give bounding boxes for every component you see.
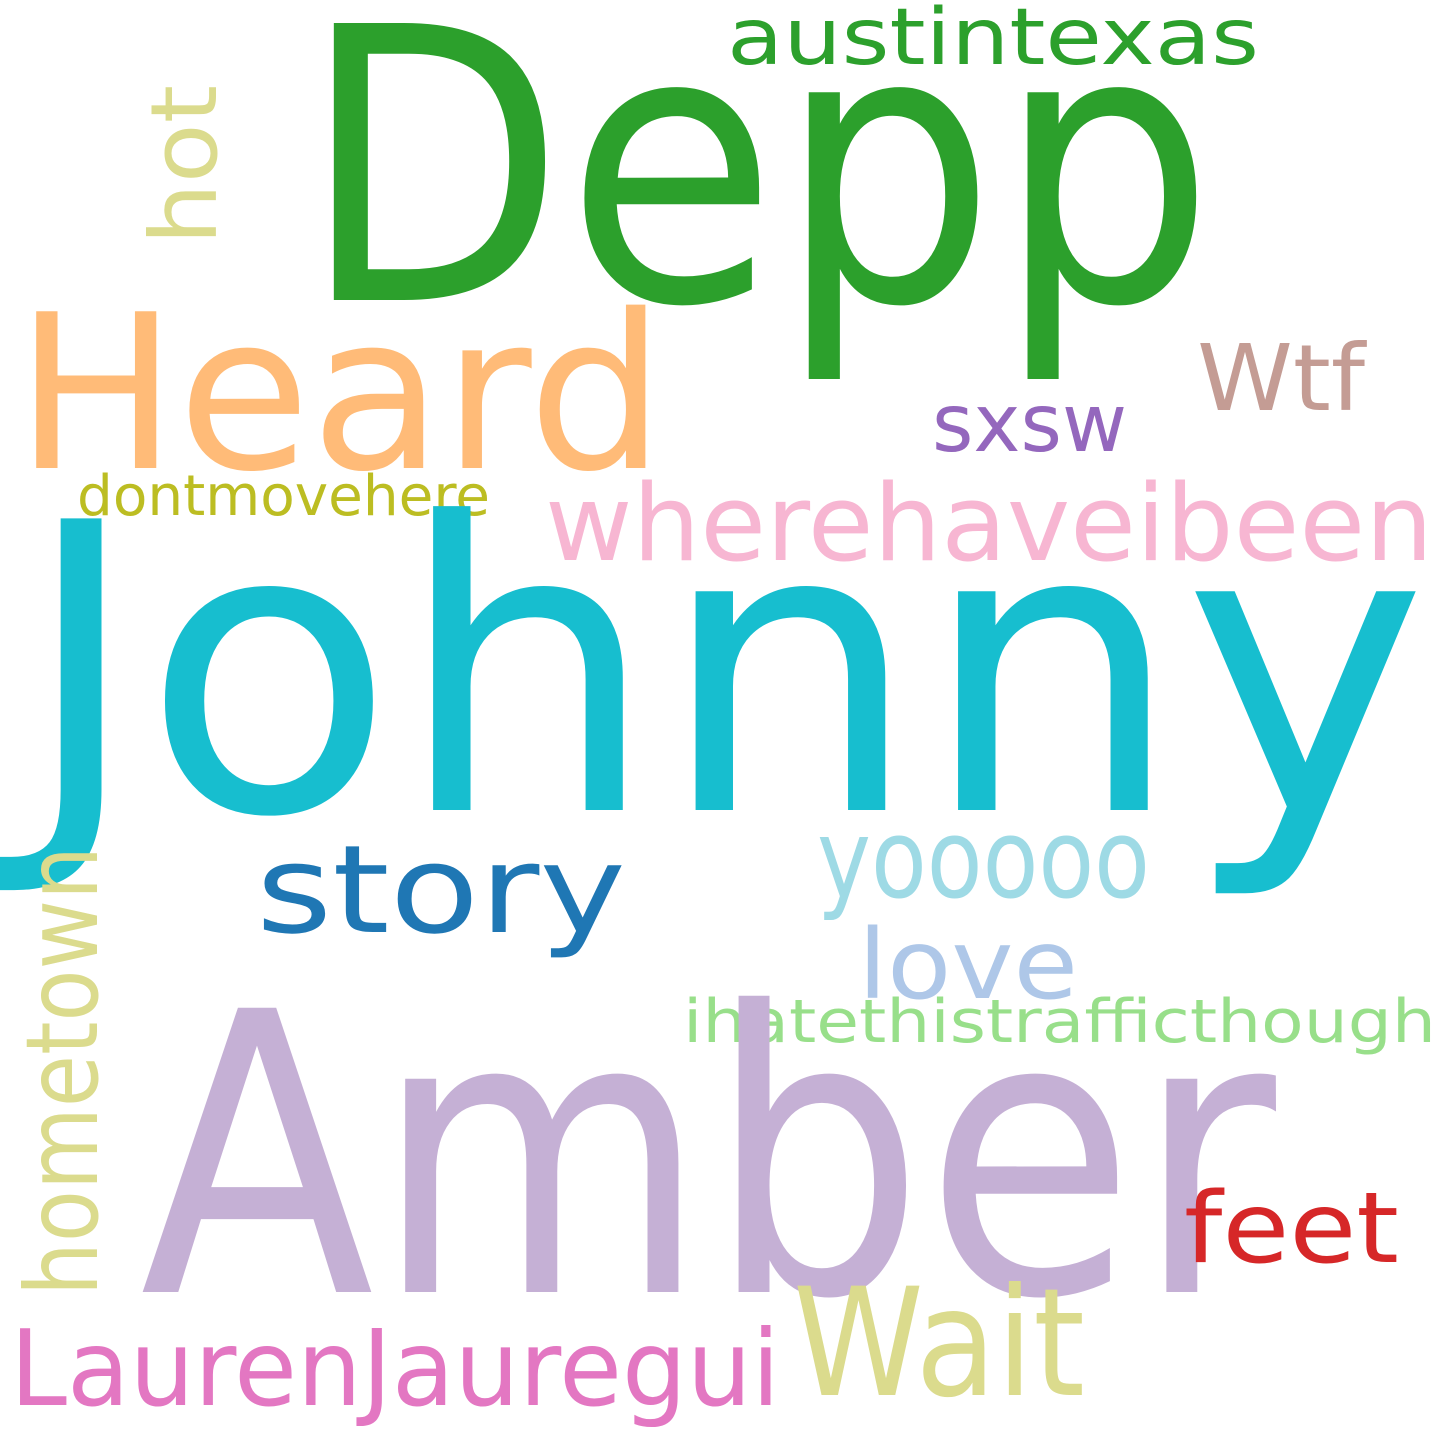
word-amber: Amber <box>140 930 1280 1384</box>
word-depp: Depp <box>300 0 1215 390</box>
word-hot: hot <box>131 85 238 245</box>
word-wherehaveibeen: wherehaveibeen <box>545 462 1433 585</box>
word-feet: feet <box>1184 1172 1399 1286</box>
word-love: love <box>858 909 1078 1021</box>
word-austintexas: austintexas <box>727 0 1259 83</box>
word-story: story <box>256 819 626 961</box>
word-ihatethistrafficthough: ihatethistrafficthough <box>683 987 1436 1057</box>
word-sxsw: sxsw <box>932 377 1127 470</box>
word-dontmovehere: dontmovehere <box>77 464 490 529</box>
word-hometown: hometown <box>4 846 121 1296</box>
word-johnny: Johnny <box>0 440 1428 905</box>
word-laurenjauregui: LaurenJauregui <box>10 1308 780 1430</box>
word-heard: Heard <box>15 268 665 519</box>
word-wait: Wait <box>793 1257 1085 1431</box>
word-yooooo: yooooo <box>817 795 1150 923</box>
word-wtf: Wtf <box>1197 325 1368 432</box>
